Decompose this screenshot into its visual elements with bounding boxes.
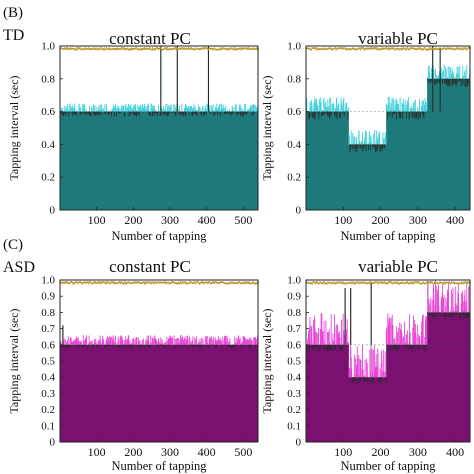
y-tick-label: 1.0	[41, 41, 55, 53]
panel-label-b: (B)	[3, 5, 23, 21]
y-tick-label: 0.5	[287, 356, 301, 368]
x-tick-label: 300	[161, 445, 179, 459]
event-markers	[60, 281, 259, 285]
y-tick-label: 0.4	[41, 139, 55, 151]
panel-label-c: (C)	[3, 237, 23, 253]
x-tick-label: 400	[198, 445, 216, 459]
x-tick-label: 500	[234, 445, 252, 459]
y-tick-label: 0.6	[287, 106, 301, 118]
y-tick-label: 0.3	[287, 388, 301, 400]
chart-title: variable PC	[358, 257, 438, 276]
chart-td-constant: 0 0.2 0.4 0.6 0.8 1.0 100 200 300 400 500 constant …	[7, 29, 259, 243]
x-tick-label: 100	[88, 213, 106, 227]
y-tick-label: 0.9	[287, 291, 301, 303]
y-tick-label: 0	[50, 437, 56, 449]
x-tick-label: 400	[446, 445, 464, 459]
event-markers	[306, 281, 471, 285]
x-tick-label: 100	[334, 445, 352, 459]
y-tick-label: 0.9	[41, 291, 55, 303]
x-axis-label: Number of tapping	[111, 229, 207, 243]
y-tick-label: 0.7	[41, 323, 55, 335]
y-axis-label: Tapping interval (sec)	[260, 308, 274, 413]
plot-frame	[305, 45, 471, 211]
y-tick-label: 0.6	[287, 339, 301, 351]
y-tick-label: 0	[296, 437, 302, 449]
x-tick-label: 400	[198, 213, 216, 227]
pacing-area	[60, 111, 258, 210]
group-label-asd: ASD	[3, 259, 35, 276]
y-tick-label: 1.0	[287, 41, 301, 53]
y-tick-label: 0.6	[41, 106, 55, 118]
chart-title: constant PC	[109, 29, 191, 48]
y-tick-label: 0.2	[287, 172, 301, 184]
x-tick-label: 400	[446, 213, 464, 227]
y-tick-label: 0.1	[287, 420, 301, 432]
y-tick-label: 0.1	[41, 420, 55, 432]
y-tick-label: 1.0	[287, 275, 301, 287]
y-tick-label: 0.5	[41, 356, 55, 368]
chart-asd-constant: 0 0.1 0.2 0.3 0.4 0.5 0.6 0.7 0.8 0.9 1.0 100 200 300…	[7, 257, 259, 473]
chart-title: constant PC	[109, 257, 191, 276]
event-markers	[60, 47, 259, 51]
x-tick-label: 300	[409, 213, 427, 227]
y-tick-label: 0.3	[41, 388, 55, 400]
y-axis-label: Tapping interval (sec)	[7, 308, 21, 413]
y-tick-label: 0.2	[287, 404, 301, 416]
y-tick-label: 0.8	[41, 307, 55, 319]
chart-title: variable PC	[358, 29, 438, 48]
x-tick-label: 200	[372, 213, 390, 227]
y-tick-label: 0.2	[41, 172, 55, 184]
y-tick-label: 1.0	[41, 275, 55, 287]
y-tick-label: 0	[50, 205, 56, 217]
x-tick-label: 300	[161, 213, 179, 227]
y-tick-label: 0.7	[287, 323, 301, 335]
y-tick-label: 0	[296, 205, 302, 217]
y-axis-label: Tapping interval (sec)	[7, 75, 21, 180]
overshoot-marks	[307, 280, 471, 378]
x-tick-label: 200	[372, 445, 390, 459]
x-tick-label: 300	[409, 445, 427, 459]
y-tick-label: 0.6	[41, 339, 55, 351]
event-markers	[306, 47, 471, 51]
x-axis-label: Number of tapping	[111, 459, 207, 473]
plot-frame	[59, 45, 259, 211]
x-tick-label: 500	[234, 213, 252, 227]
y-tick-label: 0.4	[287, 372, 301, 384]
y-tick-label: 0.8	[287, 73, 301, 85]
y-tick-label: 0.4	[41, 372, 55, 384]
y-tick-label: 0.2	[41, 404, 55, 416]
y-tick-label: 0.8	[287, 307, 301, 319]
y-tick-label: 0.4	[287, 139, 301, 151]
charts: 0 0.2 0.4 0.6 0.8 1.0 100 200 300 400 500 constant …	[7, 29, 471, 473]
y-tick-label: 0.8	[41, 73, 55, 85]
x-tick-label: 200	[124, 213, 142, 227]
x-tick-label: 200	[124, 445, 142, 459]
chart-td-variable: 0 0.2 0.4 0.6 0.8 1.0 100 200 300 400 variable PC N…	[260, 29, 471, 243]
x-tick-label: 100	[334, 213, 352, 227]
pacing-area	[60, 344, 258, 442]
group-label-td: TD	[3, 27, 24, 44]
x-tick-label: 100	[88, 445, 106, 459]
x-axis-label: Number of tapping	[340, 459, 436, 473]
x-axis-label: Number of tapping	[340, 229, 436, 243]
y-axis-label: Tapping interval (sec)	[260, 75, 274, 180]
chart-asd-variable: 0 0.1 0.2 0.3 0.4 0.5 0.6 0.7 0.8 0.9 1.0 100 200 300…	[260, 257, 471, 473]
